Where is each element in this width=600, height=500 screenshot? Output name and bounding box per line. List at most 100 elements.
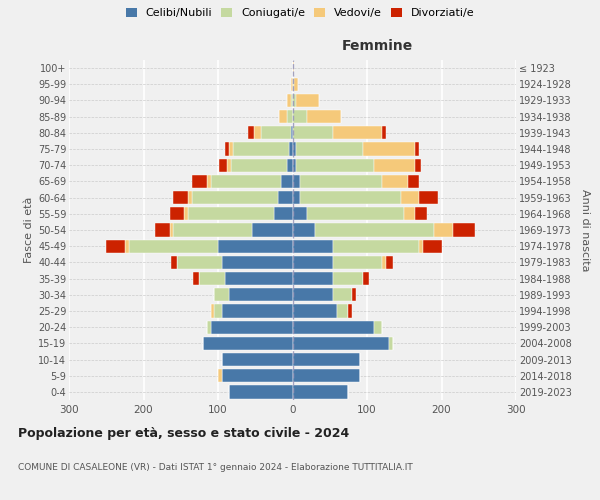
Bar xyxy=(214,304,222,318)
Bar xyxy=(193,272,199,285)
Bar xyxy=(419,191,438,204)
Bar xyxy=(261,126,291,140)
Bar xyxy=(192,175,207,188)
Bar xyxy=(293,353,359,366)
Bar xyxy=(291,126,293,140)
Bar xyxy=(334,240,419,253)
Bar xyxy=(291,78,293,91)
Bar xyxy=(229,288,293,302)
Bar xyxy=(294,78,298,91)
Bar xyxy=(293,386,349,398)
Bar xyxy=(251,224,293,236)
Bar xyxy=(293,320,374,334)
Bar xyxy=(293,191,300,204)
Bar xyxy=(173,191,188,204)
Bar xyxy=(408,175,419,188)
Text: Femmine: Femmine xyxy=(342,39,413,53)
Bar xyxy=(293,110,307,124)
Bar xyxy=(254,126,261,140)
Bar xyxy=(274,207,293,220)
Bar xyxy=(289,142,293,156)
Bar xyxy=(287,158,293,172)
Bar xyxy=(452,224,475,236)
Bar xyxy=(401,191,419,204)
Bar xyxy=(374,320,382,334)
Bar xyxy=(170,207,184,220)
Bar xyxy=(415,142,419,156)
Bar xyxy=(199,272,226,285)
Bar xyxy=(293,158,296,172)
Bar xyxy=(248,126,254,140)
Bar xyxy=(188,191,192,204)
Bar xyxy=(334,256,382,269)
Bar xyxy=(188,207,274,220)
Bar xyxy=(218,369,222,382)
Bar xyxy=(211,304,214,318)
Bar xyxy=(226,272,293,285)
Bar xyxy=(233,142,289,156)
Bar xyxy=(434,224,452,236)
Bar xyxy=(106,240,125,253)
Bar xyxy=(293,62,294,74)
Bar xyxy=(128,240,218,253)
Bar xyxy=(222,353,293,366)
Bar xyxy=(291,94,293,107)
Bar xyxy=(220,158,227,172)
Bar xyxy=(293,94,296,107)
Bar xyxy=(293,288,334,302)
Bar xyxy=(230,158,287,172)
Bar xyxy=(278,191,293,204)
Bar xyxy=(293,126,334,140)
Bar xyxy=(389,336,393,350)
Bar xyxy=(382,256,386,269)
Bar xyxy=(363,272,369,285)
Bar xyxy=(374,158,415,172)
Bar xyxy=(170,224,173,236)
Bar xyxy=(386,256,393,269)
Bar xyxy=(293,272,334,285)
Bar xyxy=(352,288,356,302)
Bar xyxy=(293,207,307,220)
Bar xyxy=(281,175,293,188)
Bar xyxy=(211,320,293,334)
Bar xyxy=(404,207,415,220)
Bar xyxy=(382,126,386,140)
Bar xyxy=(184,207,188,220)
Bar xyxy=(211,175,281,188)
Bar xyxy=(293,369,359,382)
Bar xyxy=(173,224,251,236)
Y-axis label: Anni di nascita: Anni di nascita xyxy=(580,188,590,271)
Bar xyxy=(229,386,293,398)
Text: Popolazione per età, sesso e stato civile - 2024: Popolazione per età, sesso e stato civil… xyxy=(18,428,349,440)
Text: COMUNE DI CASALEONE (VR) - Dati ISTAT 1° gennaio 2024 - Elaborazione TUTTITALIA.: COMUNE DI CASALEONE (VR) - Dati ISTAT 1°… xyxy=(18,462,413,471)
Bar xyxy=(296,94,319,107)
Bar xyxy=(334,126,382,140)
Legend: Celibi/Nubili, Coniugati/e, Vedovi/e, Divorziati/e: Celibi/Nubili, Coniugati/e, Vedovi/e, Di… xyxy=(124,6,476,20)
Bar xyxy=(334,288,352,302)
Bar xyxy=(337,304,349,318)
Bar xyxy=(222,369,293,382)
Bar xyxy=(287,94,291,107)
Bar xyxy=(382,175,408,188)
Bar xyxy=(125,240,128,253)
Bar xyxy=(334,272,363,285)
Bar xyxy=(226,142,229,156)
Bar xyxy=(363,142,415,156)
Bar xyxy=(419,240,423,253)
Bar xyxy=(287,110,293,124)
Bar xyxy=(296,142,363,156)
Bar xyxy=(293,224,315,236)
Bar xyxy=(207,175,211,188)
Bar xyxy=(293,240,334,253)
Bar xyxy=(307,110,341,124)
Bar xyxy=(207,320,211,334)
Bar xyxy=(155,224,170,236)
Bar xyxy=(349,304,352,318)
Bar xyxy=(222,304,293,318)
Bar xyxy=(300,191,401,204)
Bar xyxy=(296,158,374,172)
Bar xyxy=(192,191,278,204)
Bar xyxy=(293,336,389,350)
Bar xyxy=(203,336,293,350)
Bar xyxy=(227,158,230,172)
